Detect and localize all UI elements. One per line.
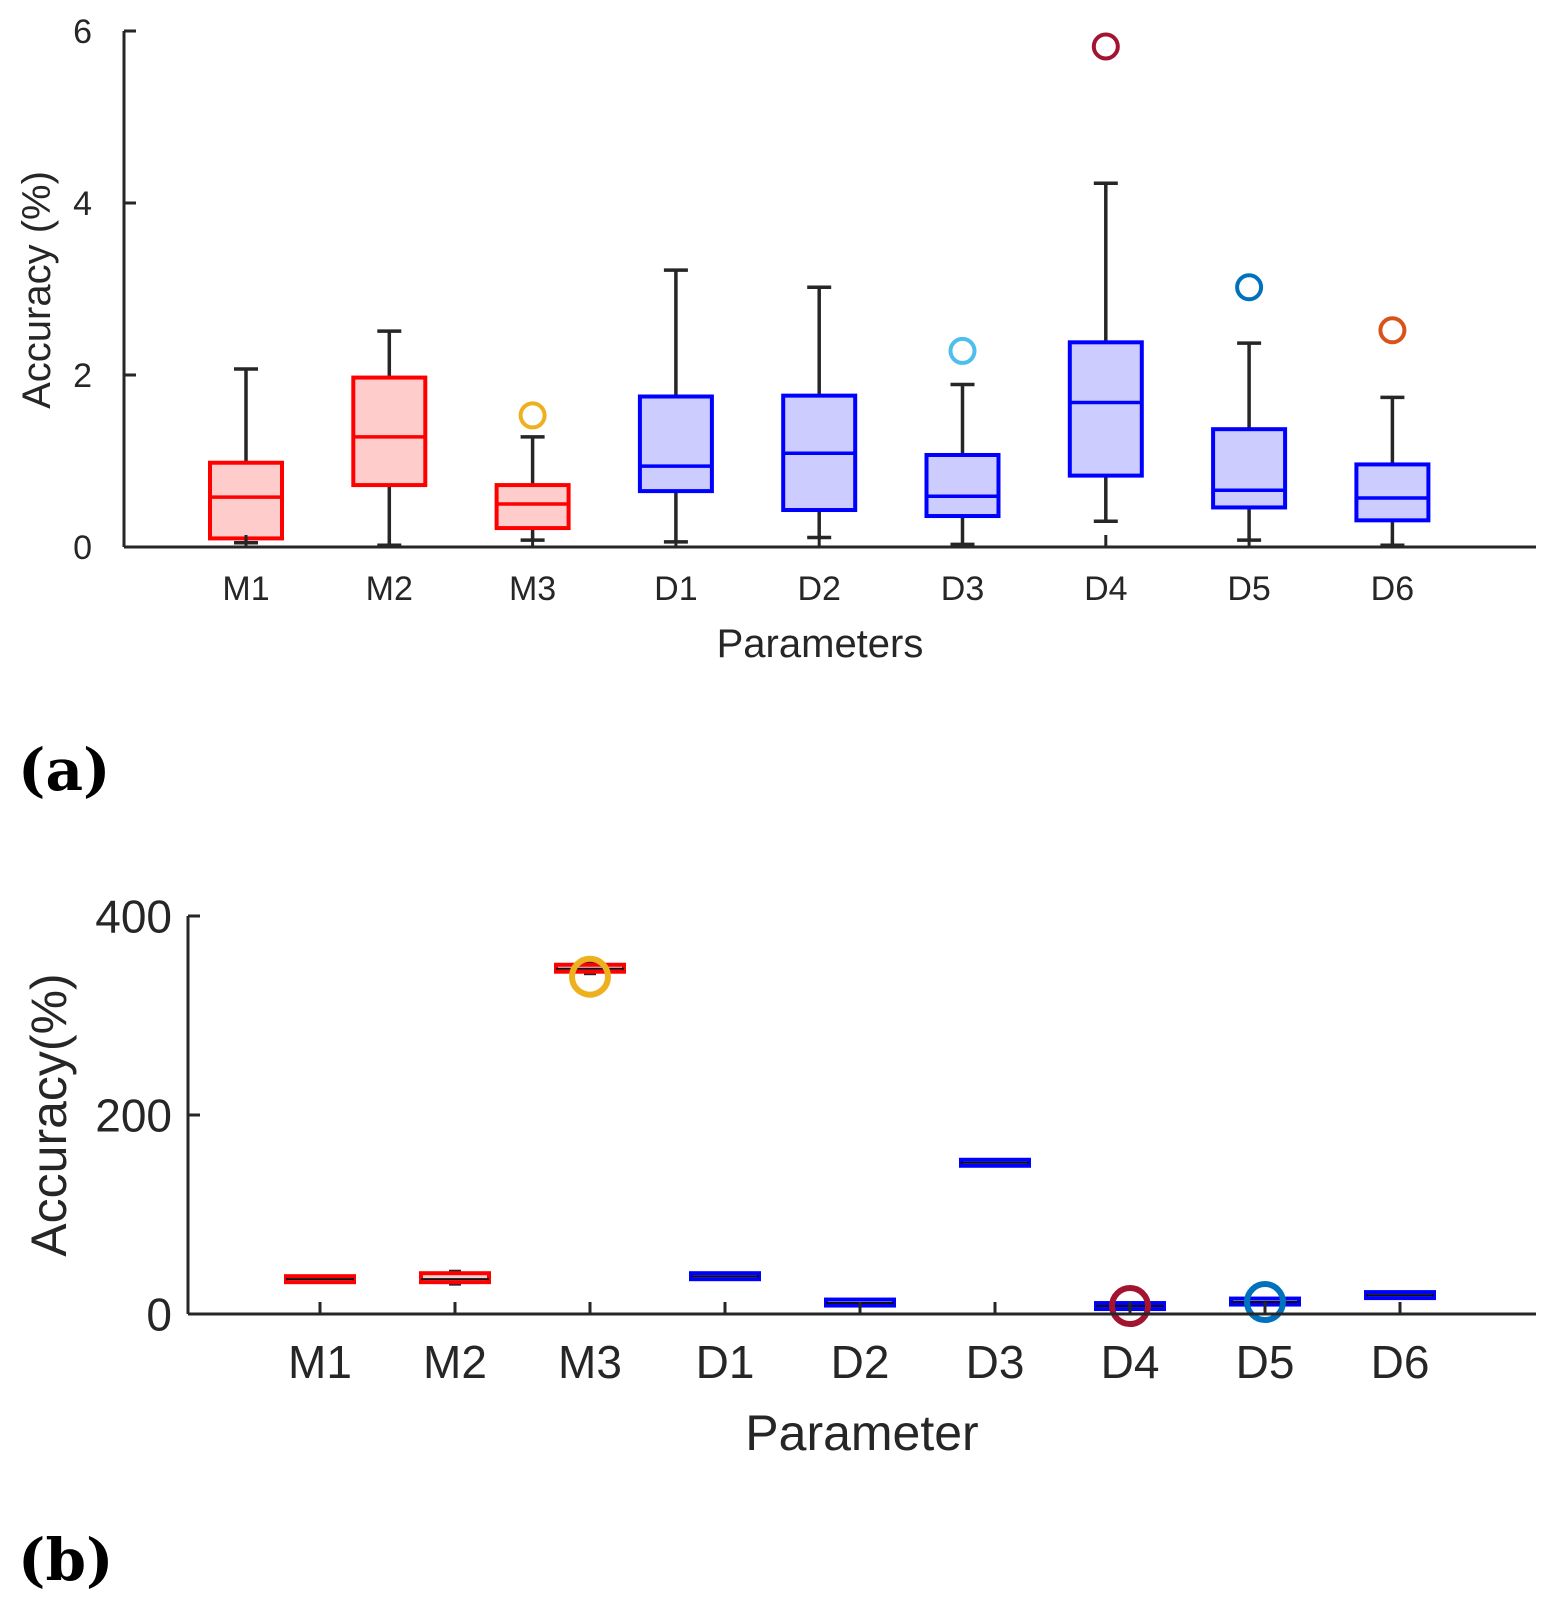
panel-b-x-tick-label: D1 — [696, 1336, 755, 1388]
panel-b-x-tick-label: D3 — [966, 1336, 1025, 1388]
outlier-point — [948, 336, 977, 365]
panel-a-x-tick-label: D1 — [654, 570, 697, 608]
outlier-point — [518, 401, 547, 430]
panel-a-x-axis-label: Parameters — [717, 622, 924, 666]
outlier-point — [1244, 1281, 1286, 1324]
iqr-box — [924, 452, 1001, 519]
panel-b-box-m2 — [419, 1269, 491, 1286]
panel-a-x-ticks: M1 M2 M3 D1 D2 D3 D4 D5 D6 — [222, 535, 1414, 608]
panel-a-box-d1 — [637, 268, 714, 544]
panel-b-x-tick-label: D4 — [1101, 1336, 1160, 1388]
panel-b-box-d6 — [1364, 1290, 1436, 1301]
panel-a-x-tick-label: D5 — [1227, 570, 1270, 608]
iqr-box — [419, 1271, 491, 1285]
panel-a-box-m2 — [351, 329, 428, 548]
panel-a-y-tick-label: 4 — [73, 185, 92, 223]
iqr-box — [1211, 427, 1288, 510]
panel-a-y-axis-label: Accuracy (%) — [15, 171, 59, 409]
outlier-point — [1109, 1285, 1151, 1328]
panel-a-boxplot: 0 2 4 6 M1 M2 M3 D1 D2 D3 D4 D5 D6 Parameters Accur… — [15, 13, 1536, 804]
iqr-box — [637, 394, 714, 494]
panel-a-x-tick-label: D3 — [941, 570, 984, 608]
panel-a-x-tick-label: M3 — [509, 570, 556, 608]
panel-b-x-tick-label: M2 — [423, 1336, 487, 1388]
iqr-box — [208, 460, 284, 541]
iqr-box — [494, 483, 571, 531]
panel-a-y-tick-label: 6 — [73, 13, 92, 51]
panel-b-label: (b) — [18, 1526, 113, 1594]
panel-b-boxplot: 0 200 400 M1 M2 M3 D1 D2 D3 D4 D5 D6 Parameter Acc… — [18, 891, 1536, 1594]
panel-a-box-d5 — [1211, 273, 1288, 542]
panel-b-x-tick-label: M1 — [288, 1336, 352, 1388]
panel-a-y-tick-label: 2 — [73, 357, 92, 395]
outlier-point — [1235, 273, 1264, 302]
panel-b-x-tick-label: D6 — [1371, 1336, 1430, 1388]
iqr-box — [351, 375, 428, 488]
iqr-box — [1067, 340, 1144, 478]
panel-b-plot-area — [284, 955, 1436, 1328]
panel-a-x-tick-label: D4 — [1084, 570, 1127, 608]
panel-a-box-d4 — [1067, 32, 1144, 523]
panel-b-x-axis-label: Parameter — [745, 1405, 978, 1461]
panel-b-box-d1 — [689, 1271, 761, 1282]
panel-a-plot-area — [208, 32, 1431, 548]
panel-b-box-d3 — [959, 1157, 1031, 1168]
panel-b-box-m3 — [554, 955, 626, 998]
panel-b-x-tick-label: D2 — [831, 1336, 890, 1388]
panel-a-label: (a) — [18, 736, 110, 804]
panel-a-y-ticks: 0 2 4 6 — [73, 13, 136, 567]
panel-b-x-tick-label: D5 — [1236, 1336, 1295, 1388]
panel-b-y-tick-label: 400 — [95, 891, 172, 943]
panel-b-y-tick-label: 0 — [146, 1289, 172, 1341]
panel-a-box-m3 — [494, 401, 571, 542]
outlier-point — [1378, 316, 1407, 345]
panel-a-y-tick-label: 0 — [73, 529, 92, 567]
panel-b-x-ticks: M1 M2 M3 D1 D2 D3 D4 D5 D6 — [288, 1302, 1429, 1388]
panel-a-box-d6 — [1354, 316, 1431, 548]
iqr-box — [1354, 462, 1431, 523]
outlier-point — [569, 955, 611, 998]
panel-a-x-tick-label: M2 — [366, 570, 413, 608]
panel-b-y-tick-label: 200 — [95, 1090, 172, 1142]
panel-a-x-tick-label: D2 — [797, 570, 840, 608]
panel-a-box-m1 — [208, 367, 284, 545]
outlier-point — [1091, 32, 1120, 61]
panel-a-x-tick-label: D6 — [1371, 570, 1414, 608]
panel-b-y-axis-label: Accuracy(%) — [21, 973, 77, 1256]
panel-b-x-tick-label: M3 — [558, 1336, 622, 1388]
panel-a-x-tick-label: M1 — [222, 570, 269, 608]
panel-b-box-m1 — [284, 1274, 356, 1285]
panel-a-box-d3 — [924, 336, 1001, 547]
panel-a-box-d2 — [781, 285, 858, 540]
panel-b-y-ticks: 0 200 400 — [95, 891, 200, 1341]
